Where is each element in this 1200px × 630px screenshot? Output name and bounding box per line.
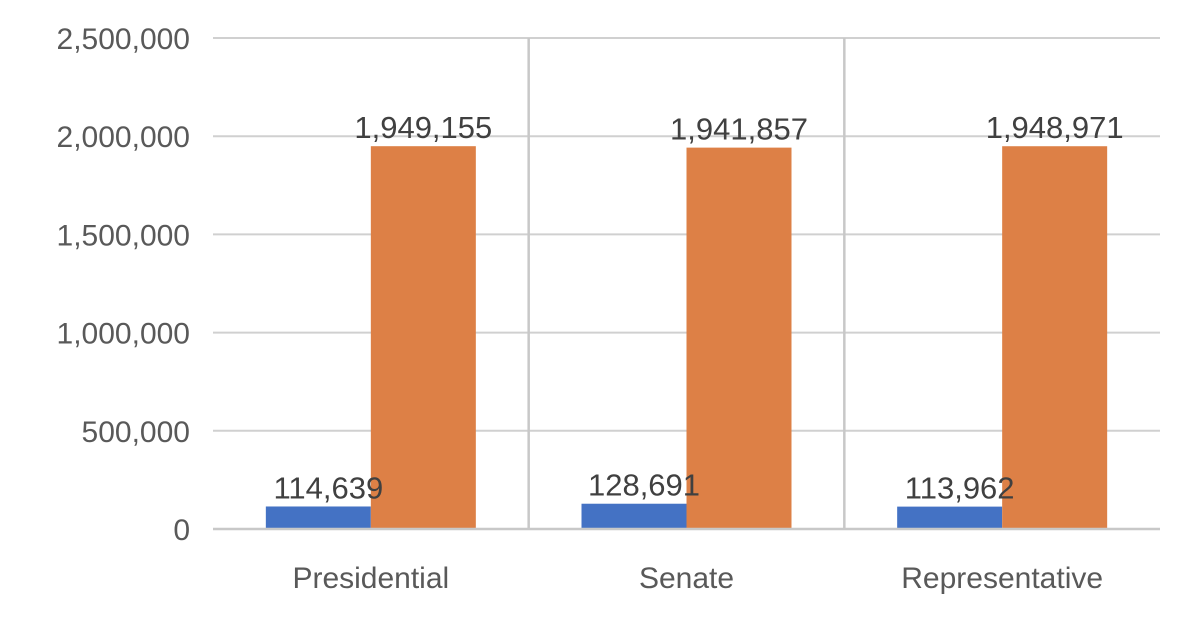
x-axis: Presidential Senate Representative [213,527,1160,595]
x-category-label: Senate [639,562,734,595]
data-label: 1,948,971 [986,110,1124,145]
x-category-label: Representative [901,562,1103,595]
bar [686,147,792,530]
y-tick-label: 2,000,000 [57,121,190,154]
bar [581,503,687,529]
y-tick-label: 500,000 [82,416,190,449]
bars [265,146,1108,530]
y-axis: 0 500,000 1,000,000 1,500,000 2,000,000 2,500… [57,23,190,547]
y-tick-label: 1,500,000 [57,219,190,252]
data-label: 113,962 [905,471,1015,506]
y-tick-label: 1,000,000 [57,318,190,351]
bar [265,506,371,529]
data-label: 114,639 [273,470,383,505]
y-tick-label: 2,500,000 [57,23,190,56]
data-label: 1,949,155 [354,110,492,145]
bar [897,506,1003,529]
data-label: 128,691 [588,468,700,503]
y-tick-label: 0 [173,514,190,547]
bar [370,146,476,529]
data-labels: 114,639 1,949,155 128,691 1,941,857 113,962 1… [273,110,1123,505]
data-label: 1,941,857 [670,112,808,147]
bar [1002,146,1108,529]
x-category-label: Presidential [292,562,449,595]
